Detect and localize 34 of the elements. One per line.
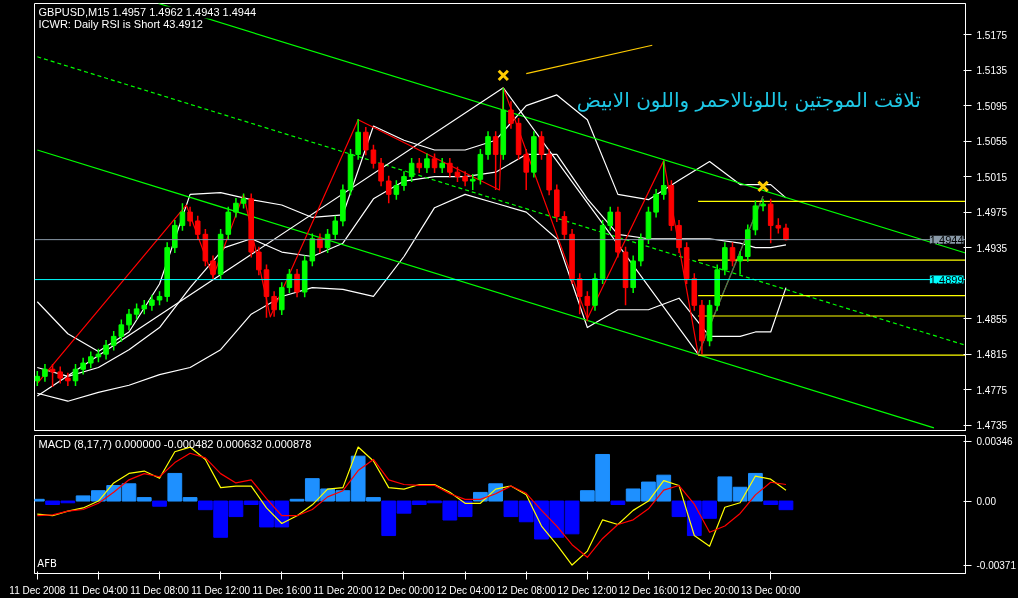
y-tick-label: 1.5015 <box>976 171 1008 183</box>
x-tick-label: 12 Dec 12:00 <box>557 584 618 596</box>
text: ICWR: Daily RSI is Short 43.4912 <box>38 18 203 31</box>
y-tick-label: 1.4935 <box>976 242 1008 254</box>
y-tick-label: 0.00346 <box>976 436 1014 448</box>
y-tick-label: 1.4855 <box>976 313 1008 325</box>
x-tick-label: 12 Dec 08:00 <box>496 584 557 596</box>
x-tick-label: 11 Dec 16:00 <box>252 584 312 596</box>
y-tick-label: 1.5055 <box>976 136 1008 148</box>
x-tick-label: 11 Dec 2008 <box>9 584 66 596</box>
x-tick-label: 11 Dec 20:00 <box>313 584 373 596</box>
y-tick-label: 1.5095 <box>976 100 1008 112</box>
annotation: AFB <box>37 558 57 570</box>
chart-title: GBPUSD,M15 1.4957 1.4962 1.4943 1.4944 <box>38 6 257 19</box>
x-tick-label: 12 Dec 04:00 <box>435 584 496 596</box>
x-tick-label: 12 Dec 00:00 <box>374 584 435 596</box>
y-tick-label: 0.00 <box>976 496 997 508</box>
x-tick-label: 12 Dec 20:00 <box>679 584 740 596</box>
y-tick-label: 1.4775 <box>976 384 1008 396</box>
annotation: تلاقت الموجتين باللونالاحمر واللون الابيض <box>576 87 921 112</box>
y-tick-label: -0.00371 <box>976 560 1017 572</box>
y-tick-label: 1.4975 <box>976 207 1008 219</box>
x-tick-label: 12 Dec 16:00 <box>618 584 679 596</box>
ref-line-label: 1.4944 <box>929 233 964 246</box>
chart-title: MACD (8,17,7) 0.000000 -0.000482 0.000632 0.000878 <box>38 437 312 450</box>
x-tick-label: 13 Dec 00:00 <box>740 584 801 596</box>
y-tick-label: 1.5175 <box>976 29 1008 41</box>
y-tick-label: 1.4815 <box>976 349 1008 361</box>
y-tick-label: 1.5135 <box>976 65 1008 77</box>
ref-line-label: 1.4899 <box>929 273 964 286</box>
x-tick-label: 11 Dec 08:00 <box>130 584 190 596</box>
x-tick-label: 11 Dec 12:00 <box>191 584 251 596</box>
x-tick-label: 11 Dec 04:00 <box>69 584 129 596</box>
y-tick-label: 1.4735 <box>976 420 1008 432</box>
